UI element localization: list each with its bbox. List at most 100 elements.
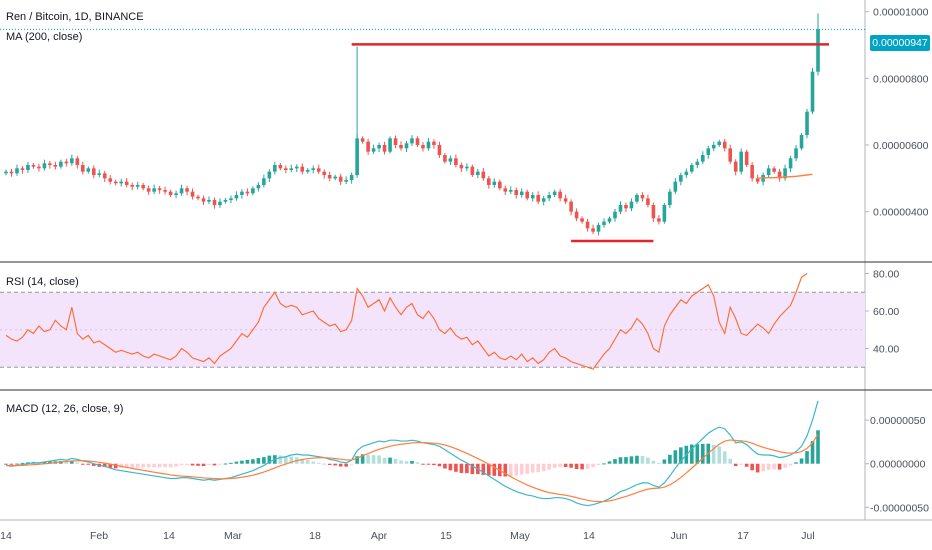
macd-histogram-bar xyxy=(772,463,776,470)
candle-body xyxy=(437,145,442,155)
macd-histogram-bar xyxy=(657,462,661,464)
ma200-line xyxy=(757,173,813,180)
macd-line xyxy=(5,400,819,507)
macd-histogram-bar xyxy=(229,462,233,464)
macd-histogram-bar xyxy=(174,463,178,467)
macd-histogram-bar xyxy=(574,463,579,470)
candle-body xyxy=(755,178,760,182)
macd-histogram-bar xyxy=(508,463,513,477)
candle-body xyxy=(223,200,228,202)
candle-body xyxy=(415,138,420,145)
time-tick-label: 17 xyxy=(737,530,749,542)
candle-body xyxy=(262,178,266,185)
macd-histogram-bar xyxy=(185,463,189,466)
macd-histogram-bar xyxy=(662,459,667,464)
candle-body xyxy=(26,165,30,170)
candle-body xyxy=(728,148,733,162)
macd-histogram-bar xyxy=(371,455,376,464)
candle-body xyxy=(399,145,403,149)
candle-body xyxy=(777,171,782,179)
macd-histogram-bar xyxy=(816,430,820,464)
macd-histogram-bar xyxy=(393,458,398,464)
candle-body xyxy=(530,195,535,199)
macd-histogram-bar xyxy=(421,463,425,465)
candle-body xyxy=(448,158,453,162)
candle-body xyxy=(185,188,189,192)
candle-body xyxy=(733,161,738,172)
candle-body xyxy=(585,221,590,229)
macd-histogram-bar xyxy=(70,461,74,464)
macd-histogram-bar xyxy=(4,463,8,465)
macd-histogram-bar xyxy=(234,461,239,464)
macd-histogram-bar xyxy=(454,463,458,472)
candle-body xyxy=(476,171,480,175)
macd-histogram-bar xyxy=(536,463,540,473)
time-tick-label: Apr xyxy=(371,530,388,542)
macd-histogram-bar xyxy=(487,463,491,476)
macd-histogram-bar xyxy=(223,463,228,465)
macd-histogram-bar xyxy=(465,463,469,474)
candle-body xyxy=(31,165,36,167)
macd-histogram-bar xyxy=(81,463,85,465)
candle-body xyxy=(284,168,288,170)
candle-body xyxy=(717,141,722,145)
candle-body xyxy=(70,158,74,164)
macd-histogram-bar xyxy=(284,456,288,464)
candle-body xyxy=(251,188,255,194)
candle-body xyxy=(124,181,129,185)
candle-body xyxy=(300,166,305,172)
candle-body xyxy=(508,190,513,192)
candle-body xyxy=(514,190,519,195)
candle-body xyxy=(349,175,354,180)
candle-body xyxy=(744,151,749,165)
macd-legend: MACD (12, 26, close, 9) xyxy=(6,403,124,415)
time-tick-label: May xyxy=(510,530,531,542)
candle-body xyxy=(459,165,464,169)
macd-histogram-bar xyxy=(437,463,442,467)
macd-histogram-bar xyxy=(42,461,47,464)
candle-body xyxy=(640,195,645,199)
macd-histogram-bar xyxy=(327,463,332,465)
candle-body xyxy=(613,211,617,219)
price-tick-label: 0.00000800 xyxy=(873,73,929,85)
macd-histogram-bar xyxy=(305,460,310,464)
candle-body xyxy=(377,145,381,149)
candle-body xyxy=(618,205,623,212)
ma-legend: MA (200, close) xyxy=(6,31,83,43)
macd-histogram-bar xyxy=(519,463,524,475)
macd-histogram-bar xyxy=(399,460,403,464)
candle-body xyxy=(9,171,14,174)
candle-body xyxy=(75,158,80,165)
candle-body xyxy=(322,171,327,175)
macd-histogram-bar xyxy=(794,462,798,464)
candle-body xyxy=(624,205,628,209)
macd-histogram-bar xyxy=(102,463,107,467)
macd-histogram-bar xyxy=(245,459,250,464)
macd-histogram-bar xyxy=(711,444,716,464)
candle-body xyxy=(602,221,606,225)
macd-histogram-bar xyxy=(152,463,156,468)
macd-histogram-bar xyxy=(426,463,431,465)
macd-histogram-bar xyxy=(344,463,348,467)
macd-histogram-bar xyxy=(448,463,453,471)
macd-histogram-bar xyxy=(267,455,272,464)
rsi-tick-label: 80.00 xyxy=(873,269,899,281)
candle-body xyxy=(470,166,475,175)
candle-body xyxy=(81,165,85,172)
candle-body xyxy=(42,163,47,169)
time-tick-label: 14 xyxy=(163,530,175,542)
candle-body xyxy=(37,166,41,169)
candle-body xyxy=(273,165,277,172)
macd-histogram-bar xyxy=(607,461,612,464)
macd-histogram-bar xyxy=(333,463,337,466)
candle-body xyxy=(355,138,359,175)
macd-histogram-bar xyxy=(15,463,19,465)
candle-body xyxy=(305,170,310,172)
candle-body xyxy=(421,145,425,149)
macd-histogram-bar xyxy=(635,455,639,464)
candle-body xyxy=(772,168,776,172)
candle-body xyxy=(569,201,573,212)
candle-body xyxy=(130,185,134,187)
macd-tick-label: 0.00000000 xyxy=(870,459,926,471)
